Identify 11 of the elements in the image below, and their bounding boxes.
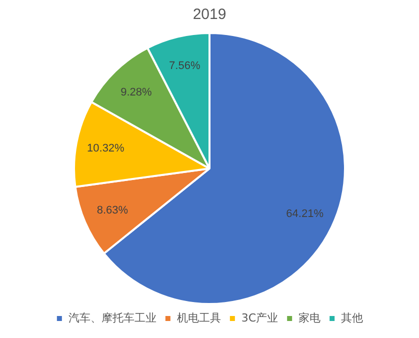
legend-label: 家电 [298,311,321,324]
data-label: 9.28% [120,86,152,98]
legend-label: 汽车、摩托车工业 [68,311,156,324]
legend-label: 3C产业 [241,311,278,324]
legend-label: 机电工具 [176,311,221,324]
data-label: 8.63% [96,204,128,216]
chart-title: 2019 [192,6,226,24]
data-label: 64.21% [286,208,324,220]
legend-label: 其他 [341,311,364,324]
data-label: 7.56% [169,60,200,72]
data-label: 10.32% [87,142,125,155]
